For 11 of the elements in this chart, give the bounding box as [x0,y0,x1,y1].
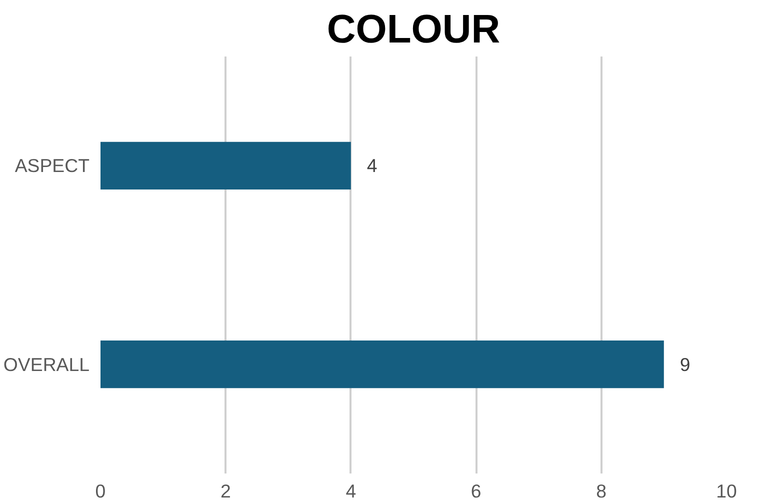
x-tick-label: 10 [716,480,737,502]
x-tick-label: 4 [346,480,356,502]
x-tick-label: 8 [596,480,607,502]
chart-title: COLOUR [326,8,500,52]
data-label: 9 [680,354,690,375]
x-tick-label: 6 [470,480,482,502]
x-tick-label: 0 [95,480,106,502]
data-label: 4 [366,155,378,176]
y-tick-label: ASPECT [14,155,90,176]
x-tick-label: 2 [220,480,231,502]
y-tick-label: OVERALL [3,354,90,375]
